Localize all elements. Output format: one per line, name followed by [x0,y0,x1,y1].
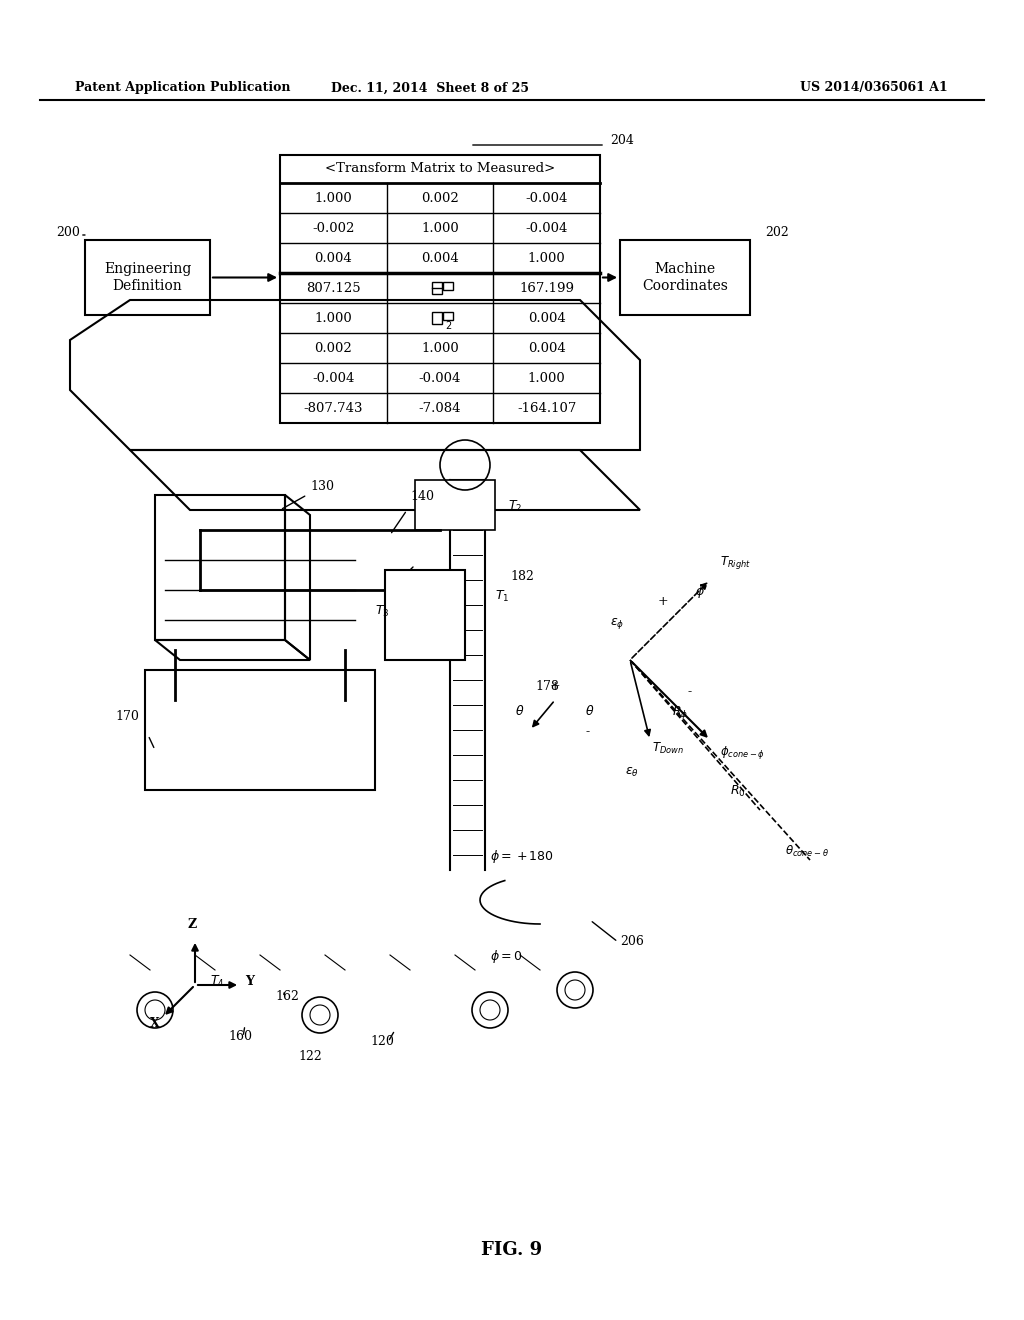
Text: $T_1$: $T_1$ [495,589,509,605]
Text: 1.000: 1.000 [314,191,352,205]
Text: +: + [658,595,669,609]
Text: 0.004: 0.004 [527,312,565,325]
Text: 0.002: 0.002 [421,191,459,205]
Text: US 2014/0365061 A1: US 2014/0365061 A1 [800,82,948,95]
Text: 160: 160 [228,1030,252,1043]
Text: <Transform Matrix to Measured>: <Transform Matrix to Measured> [325,162,555,176]
Text: -0.004: -0.004 [312,371,354,384]
Text: 1.000: 1.000 [527,252,565,264]
Text: $R_0$: $R_0$ [730,784,745,799]
Text: $T_4$: $T_4$ [210,974,224,989]
Text: $\phi = 0$: $\phi = 0$ [490,948,522,965]
Text: 182: 182 [510,570,534,583]
Text: 1.000: 1.000 [527,371,565,384]
Text: 202: 202 [765,226,788,239]
Text: -: - [585,725,589,738]
Text: $T_{Right}$: $T_{Right}$ [720,554,751,572]
Text: -0.002: -0.002 [312,222,354,235]
Text: 2: 2 [444,321,452,331]
Text: 167.199: 167.199 [519,281,574,294]
Bar [432,312,442,323]
Text: +: + [550,680,560,693]
Text: 120: 120 [370,1035,394,1048]
Text: X: X [150,1016,160,1030]
Text: 200: 200 [56,226,80,239]
Text: 0.002: 0.002 [314,342,352,355]
Text: Dec. 11, 2014  Sheet 8 of 25: Dec. 11, 2014 Sheet 8 of 25 [331,82,529,95]
Text: 122: 122 [298,1049,322,1063]
Text: 807.125: 807.125 [306,281,360,294]
Text: Z: Z [187,917,197,931]
Text: $\theta_{cone-\theta}$: $\theta_{cone-\theta}$ [785,843,829,859]
Text: $\phi_{cone-\phi}$: $\phi_{cone-\phi}$ [720,744,765,762]
Text: $T_{Down}$: $T_{Down}$ [652,741,684,756]
Text: $\phi$: $\phi$ [695,583,705,601]
Text: $\varepsilon_\theta$: $\varepsilon_\theta$ [625,766,639,779]
Text: $T_2$: $T_2$ [508,499,522,513]
Text: -0.004: -0.004 [525,222,568,235]
FancyBboxPatch shape [280,154,600,422]
Text: 204: 204 [610,133,634,147]
Text: 0.004: 0.004 [527,342,565,355]
Text: Engineering
Definition: Engineering Definition [103,263,191,293]
Bar [443,312,453,319]
Text: 1.000: 1.000 [421,222,459,235]
Text: 178: 178 [535,680,559,693]
Text: -0.004: -0.004 [525,191,568,205]
Text: -164.107: -164.107 [517,401,577,414]
Text: -7.084: -7.084 [419,401,461,414]
Text: 206: 206 [620,935,644,948]
Bar [443,282,453,290]
Text: 0.004: 0.004 [421,252,459,264]
Text: -: - [688,685,692,698]
Text: Patent Application Publication: Patent Application Publication [75,82,291,95]
Text: 1.000: 1.000 [421,342,459,355]
Text: -0.004: -0.004 [419,371,461,384]
Text: 130: 130 [283,480,334,508]
Text: 162: 162 [275,990,299,1003]
Bar [432,282,442,294]
Text: 1.000: 1.000 [314,312,352,325]
Text: $\theta$: $\theta$ [585,704,594,718]
FancyBboxPatch shape [385,570,465,660]
Text: 140: 140 [410,490,434,503]
Text: FIG. 9: FIG. 9 [481,1241,543,1259]
Text: $\theta$: $\theta$ [515,704,524,718]
Text: $R_\phi$: $R_\phi$ [672,704,688,721]
Text: $\varepsilon_\phi$: $\varepsilon_\phi$ [610,616,625,631]
Text: 0.004: 0.004 [314,252,352,264]
Text: 170: 170 [115,710,139,723]
FancyBboxPatch shape [415,480,495,531]
FancyBboxPatch shape [85,240,210,315]
Text: Machine
Coordinates: Machine Coordinates [642,263,728,293]
Text: Y: Y [245,975,254,987]
Text: $T_3$: $T_3$ [375,605,389,619]
Text: -807.743: -807.743 [303,401,364,414]
Text: $\phi = +180$: $\phi = +180$ [490,847,554,865]
FancyBboxPatch shape [620,240,750,315]
